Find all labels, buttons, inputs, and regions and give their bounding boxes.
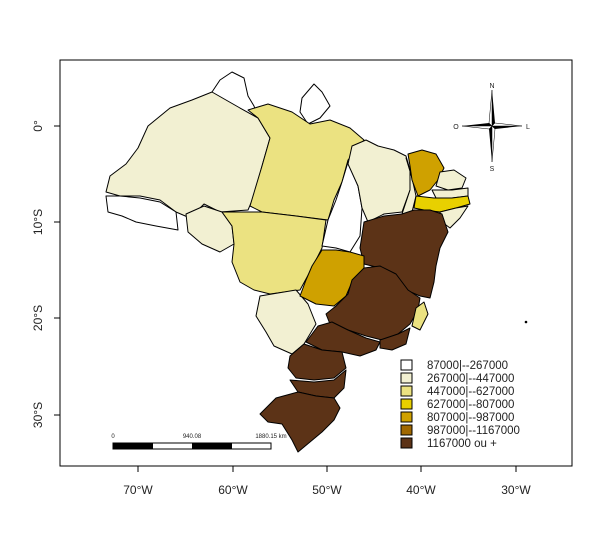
state-ceara[interactable] [407, 149, 445, 197]
legend [400, 359, 413, 449]
y-tick-label: 20°S [31, 305, 45, 331]
x-axis [137, 466, 517, 472]
legend-label: 87000|--267000 [427, 360, 508, 372]
state-roraima[interactable] [211, 71, 259, 119]
compass-east: L [526, 124, 530, 131]
state-espirito-santo[interactable] [411, 301, 429, 331]
y-tick-label: 0° [31, 120, 45, 132]
legend-label: 267000|--447000 [427, 373, 514, 385]
legend-swatch [400, 424, 413, 436]
legend-swatch [400, 411, 413, 423]
x-tick-label: 60°W [218, 483, 248, 497]
legend-label: 1167000 ou + [427, 438, 497, 450]
y-tick-label: 10°S [31, 209, 45, 235]
y-axis [54, 125, 60, 416]
legend-label: 987000|--1167000 [427, 425, 520, 437]
scale-start-label: 0 [111, 434, 115, 440]
legend-swatch [400, 398, 413, 410]
legend-label: 807000|--987000 [427, 412, 514, 424]
scale-mid-label: 940.08 [183, 434, 202, 440]
compass-west: O [453, 124, 459, 131]
state-rio-grande-do-sul[interactable] [259, 391, 341, 453]
compass-north: N [489, 83, 494, 90]
state-minas-gerais[interactable] [325, 265, 421, 341]
legend-swatch [400, 385, 413, 397]
state-amapa[interactable] [299, 83, 331, 125]
scale-end-label: 1880.15 km [255, 434, 286, 440]
states-layer [105, 71, 471, 453]
scale-bar: 0 940.08 1880.15 km [111, 434, 287, 450]
state-rio-grande-do-norte[interactable] [435, 169, 467, 191]
legend-swatch [400, 437, 413, 449]
x-tick-label: 50°W [312, 483, 342, 497]
x-tick-label: 70°W [123, 483, 153, 497]
y-tick-label: 30°S [31, 402, 45, 428]
legend-swatch [400, 359, 413, 371]
compass-south: S [490, 166, 495, 173]
island-marker [524, 320, 528, 324]
x-tick-label: 40°W [406, 483, 436, 497]
legend-label: 447000|--627000 [427, 386, 514, 398]
compass-rose: N S O L [453, 83, 530, 173]
x-tick-label: 30°W [501, 483, 531, 497]
state-acre[interactable] [105, 195, 179, 231]
state-rio-de-janeiro[interactable] [379, 327, 411, 351]
state-parana[interactable] [287, 343, 347, 381]
legend-label: 627000|--807000 [427, 399, 514, 411]
legend-swatch [400, 372, 413, 384]
plot-frame [59, 59, 573, 467]
state-para[interactable] [247, 103, 365, 221]
